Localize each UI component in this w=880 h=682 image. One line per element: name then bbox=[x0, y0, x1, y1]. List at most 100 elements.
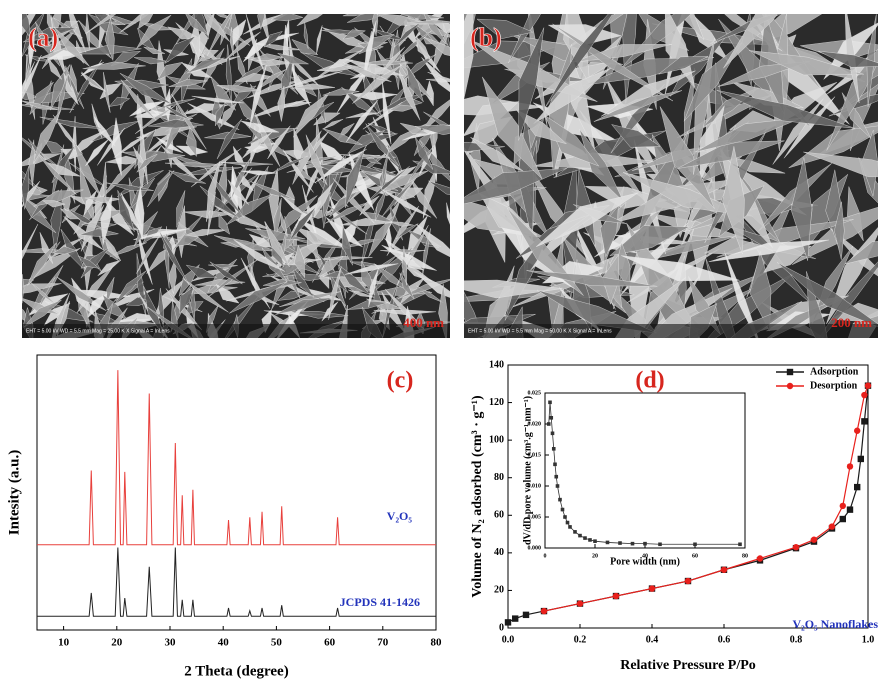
data-point bbox=[583, 536, 587, 540]
x-tick-label: 0.2 bbox=[574, 634, 587, 645]
legend-label: Adsorption bbox=[810, 366, 859, 377]
y-tick-label: 0 bbox=[499, 622, 504, 633]
data-point bbox=[685, 578, 691, 584]
data-point bbox=[854, 428, 860, 434]
x-axis-label: Relative Pressure P/Po bbox=[620, 658, 756, 673]
data-point bbox=[556, 484, 560, 488]
scale-bar-label: 400 nm bbox=[403, 315, 444, 330]
data-point bbox=[554, 475, 558, 479]
data-point bbox=[618, 541, 622, 545]
x-tick-label: 10 bbox=[58, 637, 70, 649]
data-point bbox=[854, 484, 860, 490]
data-point bbox=[606, 541, 610, 545]
y-tick-label: 60 bbox=[494, 510, 504, 521]
panel-label: (b) bbox=[470, 23, 502, 52]
annotation: V₂O₅ Nanoflakes bbox=[792, 617, 878, 631]
data-point bbox=[593, 539, 597, 543]
x-tick-label: 0.4 bbox=[646, 634, 659, 645]
data-point bbox=[547, 422, 551, 426]
y-tick-label: 40 bbox=[494, 547, 504, 558]
data-point bbox=[738, 542, 742, 546]
data-point bbox=[561, 508, 565, 512]
series-label: JCPDS 41-1426 bbox=[340, 595, 420, 609]
figure: EHT = 5.00 kV WD = 5.5 mm Mag = 25.00 K … bbox=[0, 0, 880, 682]
data-point bbox=[861, 392, 867, 398]
data-point bbox=[793, 544, 799, 550]
data-point bbox=[658, 542, 662, 546]
panel-label: (a) bbox=[28, 23, 58, 52]
data-point bbox=[861, 418, 867, 424]
x-tick-label: 30 bbox=[165, 637, 177, 649]
data-point bbox=[505, 619, 511, 625]
data-point bbox=[588, 538, 592, 542]
y-tick-label: 20 bbox=[494, 585, 504, 596]
x-tick-label: 0.8 bbox=[790, 634, 803, 645]
data-point bbox=[693, 542, 697, 546]
x-tick-label: 0.0 bbox=[502, 634, 515, 645]
y-tick-label: 80 bbox=[494, 472, 504, 483]
y-tick-label: 100 bbox=[489, 434, 504, 445]
data-point bbox=[858, 456, 864, 462]
y-axis-label: Volume of N₂ adsorbed (cm³ · g⁻¹) bbox=[470, 395, 485, 598]
sem-info: EHT = 5.00 kV WD = 5.5 mm Mag = 50.00 K … bbox=[468, 328, 612, 334]
data-point bbox=[840, 516, 846, 522]
legend-marker bbox=[787, 369, 793, 375]
legend-label: Desorption bbox=[810, 380, 858, 391]
x-axis-label: Pore width (nm) bbox=[610, 556, 680, 567]
panel-label: (d) bbox=[635, 368, 664, 394]
data-point bbox=[549, 416, 553, 420]
legend-marker bbox=[787, 383, 793, 389]
data-point bbox=[847, 506, 853, 512]
sem-image: EHT = 5.00 kV WD = 5.5 mm Mag = 25.00 K … bbox=[0, 0, 472, 370]
y-tick-label: 0.025 bbox=[528, 390, 542, 396]
data-point bbox=[563, 515, 567, 519]
data-point bbox=[523, 612, 529, 618]
data-point bbox=[566, 521, 570, 525]
x-axis-label: 2 Theta (degree) bbox=[184, 663, 288, 679]
data-point bbox=[649, 585, 655, 591]
x-tick-label: 1.0 bbox=[862, 634, 875, 645]
x-tick-label: 0 bbox=[544, 553, 547, 559]
data-point bbox=[553, 463, 557, 467]
x-tick-label: 40 bbox=[218, 637, 230, 649]
data-point bbox=[643, 542, 647, 546]
data-point bbox=[552, 447, 556, 451]
y-tick-label: 0.000 bbox=[528, 545, 542, 551]
data-point bbox=[512, 615, 518, 621]
y-tick-label: 120 bbox=[489, 397, 504, 408]
data-point bbox=[865, 382, 871, 388]
data-point bbox=[840, 503, 846, 509]
data-point bbox=[558, 498, 562, 502]
data-point bbox=[757, 555, 763, 561]
data-point bbox=[631, 542, 635, 546]
panel-label: (c) bbox=[387, 368, 414, 394]
sem-info: EHT = 5.00 kV WD = 5.5 mm Mag = 25.00 K … bbox=[26, 328, 170, 334]
y-axis-label: dV/dD pore volume (cm³.g⁻¹.nm⁻¹) bbox=[522, 396, 533, 545]
x-tick-label: 70 bbox=[377, 637, 389, 649]
data-point bbox=[811, 537, 817, 543]
data-point bbox=[613, 593, 619, 599]
x-tick-label: 0.6 bbox=[718, 634, 731, 645]
y-axis-label: Intesity (a.u.) bbox=[6, 450, 22, 535]
data-point bbox=[578, 534, 582, 538]
scale-bar-label: 200 nm bbox=[831, 315, 872, 330]
data-point bbox=[829, 523, 835, 529]
data-point bbox=[847, 463, 853, 469]
data-point bbox=[541, 608, 547, 614]
data-point bbox=[551, 432, 555, 436]
data-point bbox=[573, 530, 577, 534]
data-point bbox=[721, 567, 727, 573]
x-tick-label: 60 bbox=[692, 553, 698, 559]
x-tick-label: 80 bbox=[742, 553, 748, 559]
data-point bbox=[548, 401, 552, 405]
series-label: V₂O₅ bbox=[387, 509, 413, 523]
x-tick-label: 20 bbox=[111, 637, 123, 649]
sem-image: EHT = 5.00 kV WD = 5.5 mm Mag = 50.00 K … bbox=[413, 0, 880, 390]
data-point bbox=[577, 600, 583, 606]
x-tick-label: 80 bbox=[431, 637, 443, 649]
y-tick-label: 140 bbox=[489, 359, 504, 370]
x-tick-label: 50 bbox=[271, 637, 283, 649]
data-point bbox=[568, 525, 572, 529]
x-tick-label: 20 bbox=[592, 553, 598, 559]
x-tick-label: 60 bbox=[324, 637, 336, 649]
